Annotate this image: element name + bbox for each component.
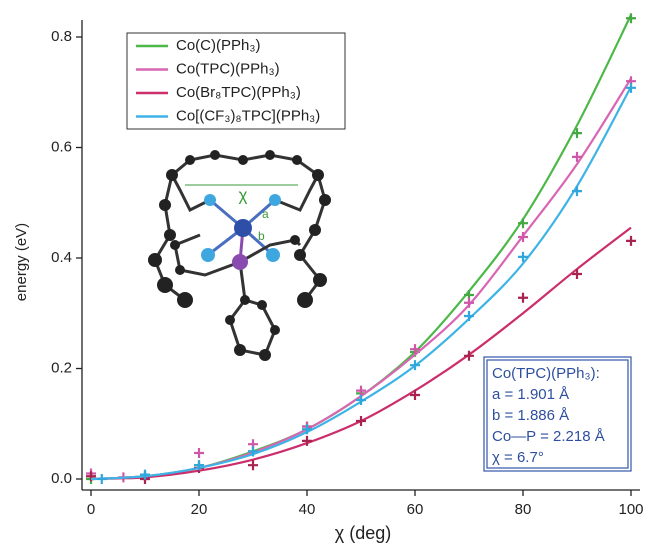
inset-label: χ bbox=[239, 185, 248, 204]
x-axis-label: χ (deg) bbox=[335, 523, 391, 543]
inset-label: b bbox=[258, 229, 265, 243]
data-marker bbox=[626, 236, 636, 246]
x-tick-label: 40 bbox=[299, 501, 316, 518]
data-marker bbox=[464, 298, 474, 308]
legend-label: Co(C)(PPh₃) bbox=[176, 37, 260, 54]
data-marker bbox=[572, 186, 582, 196]
data-marker bbox=[356, 416, 366, 426]
y-tick-label: 0.8 bbox=[51, 28, 72, 45]
info-line: Co—P = 2.218 Å bbox=[492, 428, 605, 445]
legend-label: Co(TPC)(PPh₃) bbox=[176, 60, 280, 77]
x-tick-label: 80 bbox=[515, 501, 532, 518]
chart: χ a b Co(TPC)(PPh₃): a = 1.901 Å b = 1.886… bbox=[0, 0, 649, 548]
legend-label: Co(Br₈TPC)(PPh₃) bbox=[176, 84, 301, 101]
y-tick-label: 0.2 bbox=[51, 359, 72, 376]
x-tick-label: 60 bbox=[407, 501, 424, 518]
info-line: Co(TPC)(PPh₃): bbox=[492, 365, 600, 382]
data-marker bbox=[464, 311, 474, 321]
legend-label: Co[(CF₃)₈TPC](PPh₃) bbox=[176, 107, 320, 124]
x-tick-label: 100 bbox=[618, 501, 643, 518]
info-line: b = 1.886 Å bbox=[492, 407, 569, 424]
y-tick-label: 0.0 bbox=[51, 470, 72, 487]
info-line: a = 1.901 Å bbox=[492, 386, 569, 403]
inset-label: a bbox=[262, 207, 269, 221]
y-axis-label: energy (eV) bbox=[13, 223, 30, 301]
y-tick-label: 0.6 bbox=[51, 138, 72, 155]
data-marker bbox=[194, 448, 204, 458]
x-tick-label: 0 bbox=[87, 501, 95, 518]
info-line: χ = 6.7° bbox=[492, 449, 544, 466]
data-marker bbox=[248, 460, 258, 470]
data-marker bbox=[518, 218, 528, 228]
x-tick-label: 20 bbox=[191, 501, 208, 518]
y-tick-label: 0.4 bbox=[51, 249, 72, 266]
data-marker bbox=[97, 474, 107, 484]
data-marker bbox=[518, 293, 528, 303]
data-marker bbox=[572, 128, 582, 138]
